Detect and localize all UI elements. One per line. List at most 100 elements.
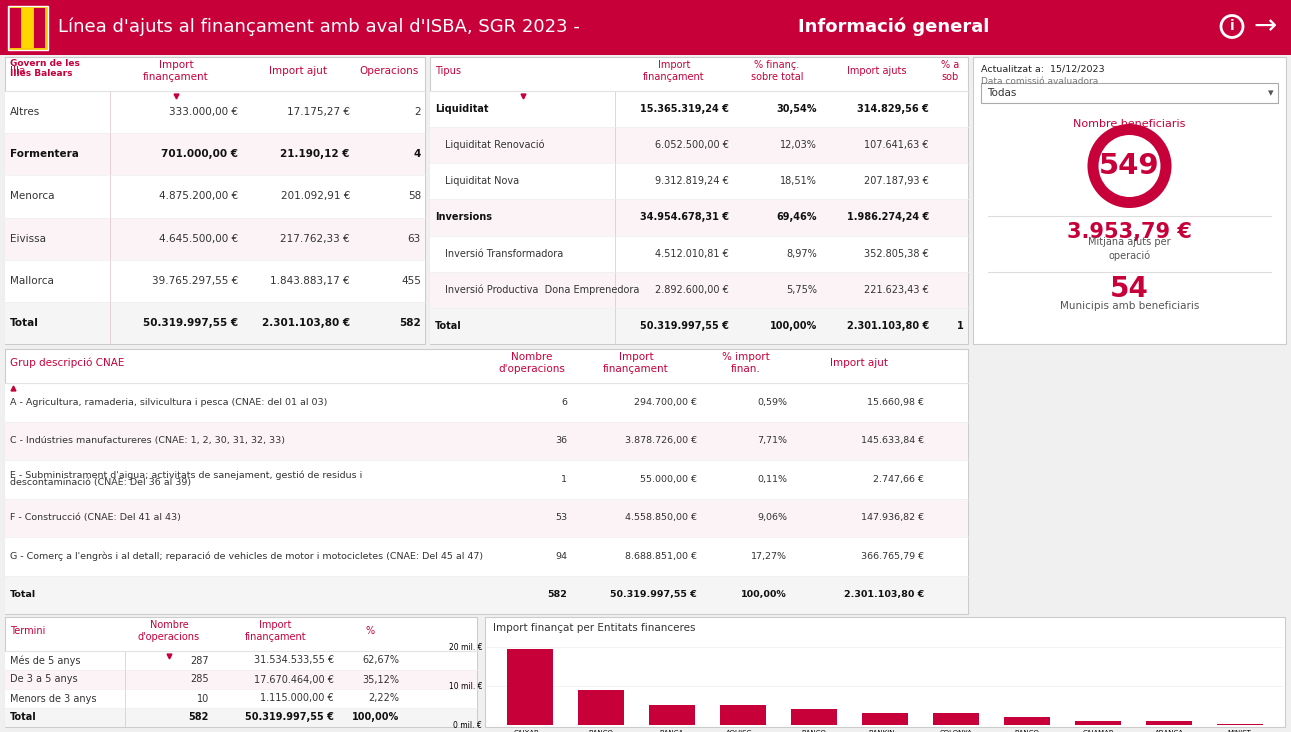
Text: Termini: Termini (10, 626, 45, 636)
Text: Eivissa: Eivissa (10, 234, 46, 244)
Text: 35,12%: 35,12% (361, 674, 399, 684)
Text: 352.805,38 €: 352.805,38 € (864, 249, 930, 258)
Text: ▾: ▾ (1268, 88, 1274, 98)
Text: Inversions: Inversions (435, 212, 492, 223)
Text: 2,22%: 2,22% (368, 693, 399, 703)
Text: 18,51%: 18,51% (780, 176, 817, 187)
Text: Illa: Illa (10, 66, 26, 76)
Text: 333.000,00 €: 333.000,00 € (169, 107, 238, 117)
Bar (34, 8, 45, 48)
Bar (720, 706, 766, 725)
Text: 201.092,91 €: 201.092,91 € (280, 191, 350, 201)
Text: →: → (1254, 12, 1277, 40)
Text: 17.175,27 €: 17.175,27 € (287, 107, 350, 117)
Wedge shape (1087, 124, 1171, 208)
Bar (430, 57, 968, 344)
Text: 294.700,00 €: 294.700,00 € (634, 397, 697, 407)
Text: 1.843.883,17 €: 1.843.883,17 € (270, 276, 350, 285)
Text: Liquiditat Renovació: Liquiditat Renovació (445, 140, 545, 151)
Text: G - Comerç a l'engròs i al detall; reparació de vehicles de motor i motocicletes: G - Comerç a l'engròs i al detall; repar… (10, 551, 483, 561)
Text: 54: 54 (1110, 275, 1149, 303)
Bar (430, 236, 968, 272)
Text: % import
finan.: % import finan. (722, 352, 769, 373)
Text: 12,03%: 12,03% (780, 141, 817, 150)
Text: 9.312.819,24 €: 9.312.819,24 € (656, 176, 729, 187)
Text: Nombre
d'operacions: Nombre d'operacions (138, 621, 200, 642)
Text: 1.986.274,24 €: 1.986.274,24 € (847, 212, 930, 223)
Text: 1: 1 (957, 321, 964, 331)
Text: 285: 285 (190, 674, 209, 684)
Text: 34.954.678,31 €: 34.954.678,31 € (640, 212, 729, 223)
Text: 17,27%: 17,27% (751, 552, 788, 561)
Text: De 3 a 5 anys: De 3 a 5 anys (10, 674, 77, 684)
Text: 94: 94 (555, 552, 567, 561)
Text: 6: 6 (562, 397, 567, 407)
Bar (648, 706, 695, 725)
Bar (5, 57, 425, 344)
Text: 107.641,63 €: 107.641,63 € (865, 141, 930, 150)
Bar (430, 127, 968, 163)
Bar (430, 272, 968, 308)
Text: 287: 287 (190, 655, 209, 665)
Text: 9,06%: 9,06% (757, 513, 788, 522)
Text: 100,00%: 100,00% (741, 590, 788, 600)
Text: Operacions: Operacions (360, 66, 420, 76)
Bar (430, 199, 968, 236)
Bar (506, 649, 553, 725)
Text: 8,97%: 8,97% (786, 249, 817, 258)
Text: 207.187,93 €: 207.187,93 € (864, 176, 930, 187)
Bar (5, 651, 476, 670)
Bar (5, 460, 968, 498)
Text: 314.829,56 €: 314.829,56 € (857, 104, 930, 114)
Text: 221.623,43 €: 221.623,43 € (864, 285, 930, 295)
Text: 4.512.010,81 €: 4.512.010,81 € (656, 249, 729, 258)
Bar (5, 708, 476, 727)
Text: Import
finançament: Import finançament (143, 61, 209, 81)
Bar (5, 689, 476, 708)
Bar (430, 91, 968, 127)
Text: 2.301.103,80 €: 2.301.103,80 € (262, 318, 350, 328)
Text: 3.953,79 €: 3.953,79 € (1068, 222, 1192, 242)
Text: Inversió Productiva  Dona Emprenedora: Inversió Productiva Dona Emprenedora (445, 285, 639, 295)
Text: Informació general: Informació general (798, 18, 989, 36)
Text: Inversió Transformadora: Inversió Transformadora (445, 249, 563, 258)
Text: Total: Total (435, 321, 462, 331)
Text: 2.747,66 €: 2.747,66 € (873, 475, 924, 484)
Text: C - Indústries manufactureres (CNAE: 1, 2, 30, 31, 32, 33): C - Indústries manufactureres (CNAE: 1, … (10, 436, 285, 445)
Text: 58: 58 (408, 191, 421, 201)
Text: 701.000,00 €: 701.000,00 € (161, 149, 238, 160)
Text: 217.762,33 €: 217.762,33 € (280, 234, 350, 244)
Bar (0, 0, 1291, 55)
Text: Altres: Altres (10, 107, 40, 117)
Text: Import
finançament: Import finançament (643, 61, 705, 81)
Wedge shape (1087, 124, 1171, 208)
Bar (430, 308, 968, 344)
Text: 50.319.997,55 €: 50.319.997,55 € (143, 318, 238, 328)
Text: 6.052.500,00 €: 6.052.500,00 € (655, 141, 729, 150)
Text: Menors de 3 anys: Menors de 3 anys (10, 693, 97, 703)
Text: 1.115.000,00 €: 1.115.000,00 € (261, 693, 334, 703)
Text: Municipis amb beneficiaris: Municipis amb beneficiaris (1060, 301, 1199, 311)
Text: descontaminació (CNAE: Del 36 al 39): descontaminació (CNAE: Del 36 al 39) (10, 478, 191, 488)
Bar (5, 498, 968, 537)
Text: Nombre
d'operacions: Nombre d'operacions (498, 352, 565, 373)
Text: Todas: Todas (988, 88, 1016, 98)
Text: 53: 53 (555, 513, 567, 522)
Text: 69,46%: 69,46% (776, 212, 817, 223)
Text: Liquiditat Nova: Liquiditat Nova (445, 176, 519, 187)
Text: 147.936,82 €: 147.936,82 € (861, 513, 924, 522)
Text: Import ajut: Import ajut (830, 358, 888, 368)
Text: Total: Total (10, 318, 39, 328)
Bar (862, 713, 908, 725)
Bar (5, 133, 425, 176)
Text: 4.875.200,00 €: 4.875.200,00 € (159, 191, 238, 201)
Text: 62,67%: 62,67% (361, 655, 399, 665)
Text: 4.558.850,00 €: 4.558.850,00 € (625, 513, 697, 522)
Bar (5, 349, 968, 614)
Text: Mitjana ajuts per
operació: Mitjana ajuts per operació (1088, 237, 1171, 261)
Bar (5, 670, 476, 689)
Text: 366.765,79 €: 366.765,79 € (861, 552, 924, 561)
Bar (5, 217, 425, 260)
Text: F - Construcció (CNAE: Del 41 al 43): F - Construcció (CNAE: Del 41 al 43) (10, 513, 181, 522)
Text: 455: 455 (402, 276, 421, 285)
